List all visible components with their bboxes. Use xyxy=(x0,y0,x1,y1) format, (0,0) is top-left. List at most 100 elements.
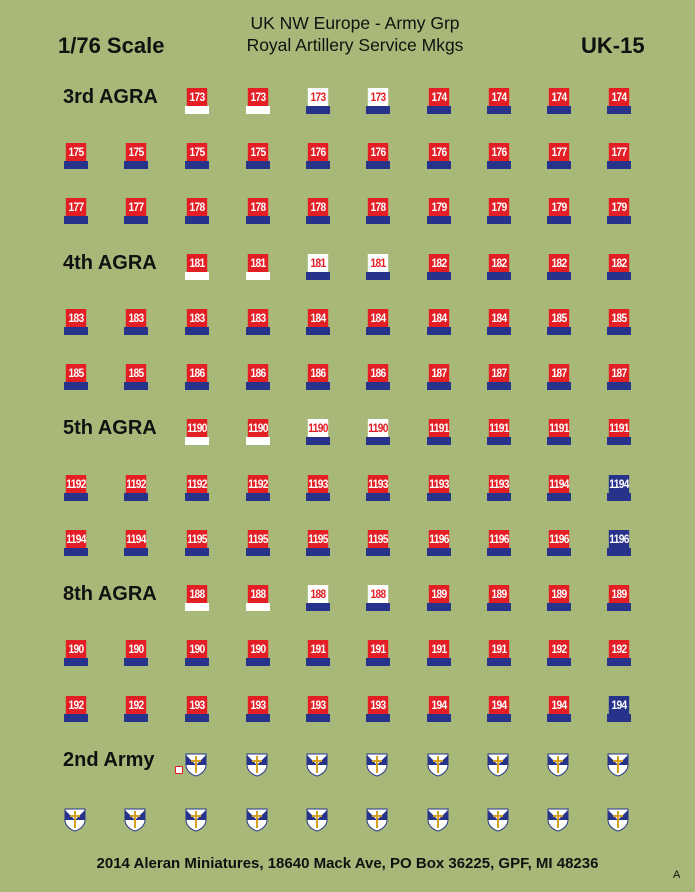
decal-stripe xyxy=(64,548,88,556)
decal-number: 174 xyxy=(488,88,510,106)
decal: 173 xyxy=(185,88,209,114)
decal-number: 1193 xyxy=(307,475,328,493)
decal: 177 xyxy=(124,198,148,224)
decal-number: 1191 xyxy=(548,419,569,437)
decal-stripe xyxy=(64,658,88,666)
decal-stripe xyxy=(185,382,209,390)
decal-stripe xyxy=(487,603,511,611)
decal-stripe xyxy=(487,272,511,280)
shield-icon xyxy=(366,808,388,832)
decal: 173 xyxy=(366,88,390,114)
decal: 191 xyxy=(427,640,451,666)
decal-stripe xyxy=(306,216,330,224)
decal-stripe xyxy=(366,161,390,169)
decal-number: 179 xyxy=(488,198,510,216)
decal-stripe xyxy=(306,603,330,611)
decal: 174 xyxy=(487,88,511,114)
decal-stripe xyxy=(185,106,209,114)
decal-number: 1194 xyxy=(125,530,146,548)
shield-icon xyxy=(185,753,207,777)
decal-number: 189 xyxy=(488,585,510,603)
decal-number: 187 xyxy=(608,364,630,382)
decal-stripe xyxy=(427,548,451,556)
decal: 1194 xyxy=(64,530,88,556)
decal-number: 175 xyxy=(247,143,269,161)
decal-stripe xyxy=(607,548,631,556)
decal: 187 xyxy=(547,364,571,390)
decal: 1195 xyxy=(185,530,209,556)
decal-stripe xyxy=(427,106,451,114)
decal-stripe xyxy=(607,106,631,114)
decal-number: 178 xyxy=(247,198,269,216)
decal-number: 190 xyxy=(65,640,87,658)
shield-icon xyxy=(306,753,328,777)
decal: 1191 xyxy=(607,419,631,445)
decal-stripe xyxy=(306,106,330,114)
decal-number: 190 xyxy=(186,640,208,658)
decal-number: 174 xyxy=(548,88,570,106)
decal: 187 xyxy=(487,364,511,390)
decal-number: 177 xyxy=(125,198,147,216)
decal-stripe xyxy=(124,548,148,556)
decal: 1190 xyxy=(366,419,390,445)
decal: 1194 xyxy=(607,475,631,501)
decal: 174 xyxy=(607,88,631,114)
decal-stripe xyxy=(124,327,148,335)
decal: 184 xyxy=(306,309,330,335)
decal: 1192 xyxy=(64,475,88,501)
decal-number: 1195 xyxy=(186,530,207,548)
decal-stripe xyxy=(124,714,148,722)
decal-stripe xyxy=(306,714,330,722)
decal-number: 1192 xyxy=(247,475,268,493)
decal-stripe xyxy=(64,714,88,722)
decal: 173 xyxy=(246,88,270,114)
decal: 1190 xyxy=(306,419,330,445)
shield-icon xyxy=(366,753,388,777)
decal: 178 xyxy=(246,198,270,224)
decal: 1193 xyxy=(306,475,330,501)
decal-stripe xyxy=(487,658,511,666)
decal-stripe xyxy=(246,272,270,280)
decal-number: 190 xyxy=(125,640,147,658)
decal-stripe xyxy=(185,437,209,445)
decal-number: 1196 xyxy=(608,530,629,548)
decal-stripe xyxy=(487,437,511,445)
decal-number: 185 xyxy=(125,364,147,382)
decal-number: 1190 xyxy=(186,419,207,437)
decal: 182 xyxy=(487,254,511,280)
decal-number: 194 xyxy=(608,696,630,714)
decal-number: 177 xyxy=(608,143,630,161)
decal: 188 xyxy=(246,585,270,611)
decal-number: 182 xyxy=(548,254,570,272)
decal-stripe xyxy=(366,437,390,445)
decal-number: 184 xyxy=(428,309,450,327)
decal-stripe xyxy=(185,216,209,224)
decal-stripe xyxy=(547,437,571,445)
decal: 184 xyxy=(366,309,390,335)
decal-stripe xyxy=(366,106,390,114)
decal: 177 xyxy=(607,143,631,169)
decal: 190 xyxy=(64,640,88,666)
decal-stripe xyxy=(547,382,571,390)
decal: 1193 xyxy=(366,475,390,501)
decal: 189 xyxy=(487,585,511,611)
decal-stripe xyxy=(124,161,148,169)
decal-stripe xyxy=(64,216,88,224)
decal-stripe xyxy=(185,714,209,722)
decal-number: 190 xyxy=(247,640,269,658)
decal: 185 xyxy=(607,309,631,335)
decal: 175 xyxy=(185,143,209,169)
decal: 175 xyxy=(64,143,88,169)
decal-stripe xyxy=(547,603,571,611)
decal-number: 193 xyxy=(186,696,208,714)
decal: 178 xyxy=(185,198,209,224)
decal-number: 1190 xyxy=(307,419,328,437)
decal-number: 189 xyxy=(608,585,630,603)
decal-number: 191 xyxy=(307,640,329,658)
row-label: 2nd Army xyxy=(63,749,155,771)
decal: 1195 xyxy=(246,530,270,556)
decal-stripe xyxy=(185,493,209,501)
decal-stripe xyxy=(246,327,270,335)
decal-stripe xyxy=(427,272,451,280)
row-label: 4th AGRA xyxy=(63,252,157,274)
